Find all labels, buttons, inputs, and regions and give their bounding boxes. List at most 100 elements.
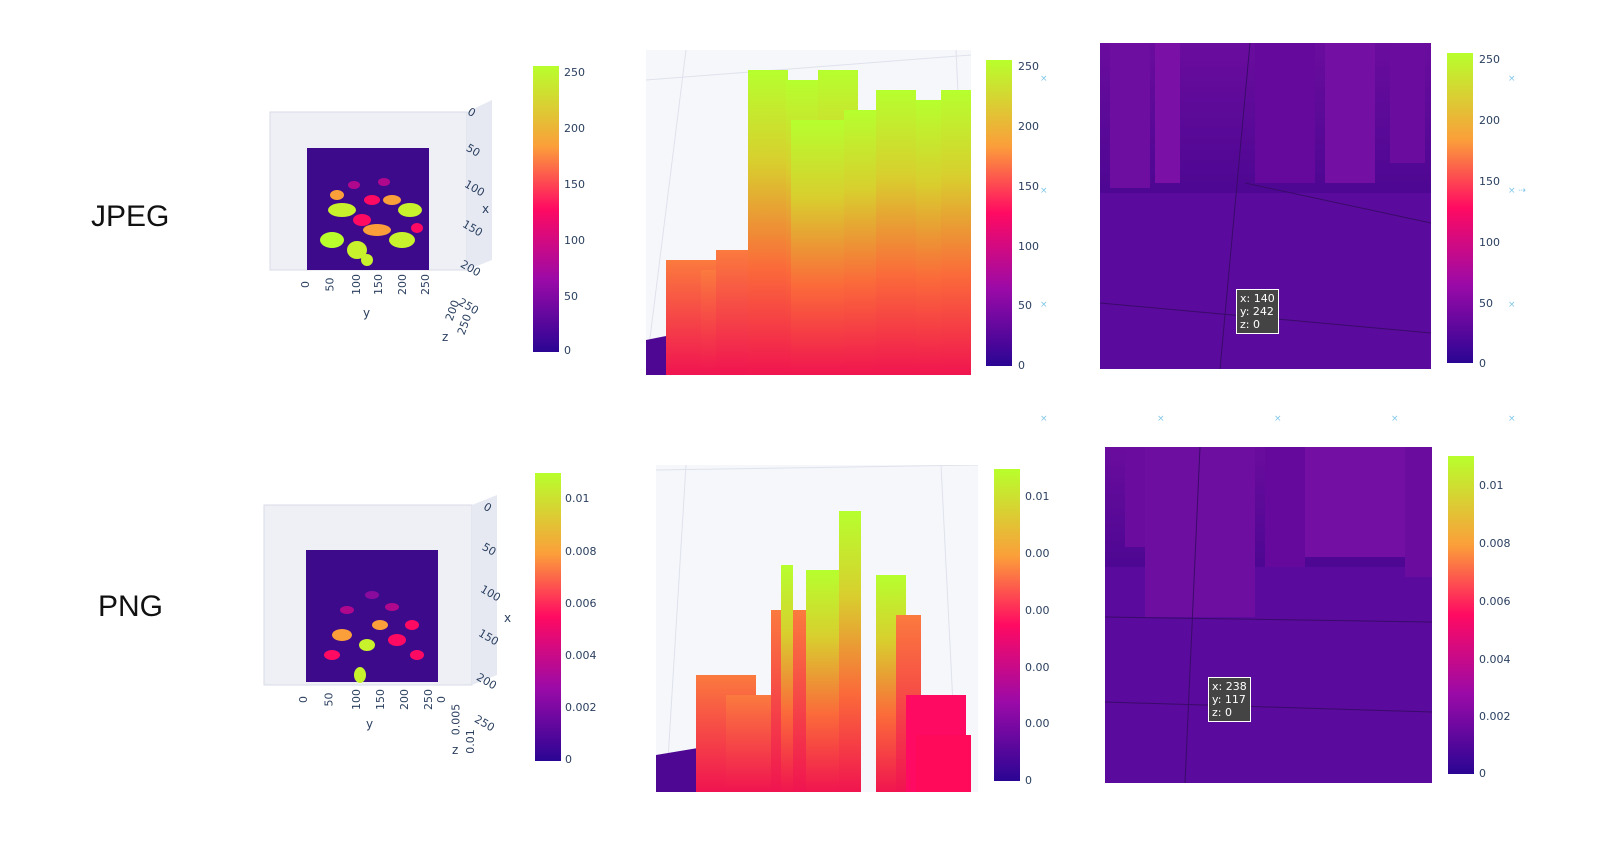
png-cb3-tick-2: 0.006 [1479, 595, 1511, 608]
jpeg-cb3-tick-0: 250 [1479, 53, 1500, 66]
png-overview-blobs [324, 591, 424, 683]
jpeg-cb2-tick-0: 250 [1018, 60, 1039, 73]
jpeg-hover-x: x: 140 [1240, 292, 1275, 305]
png-z-axis-title: z [452, 743, 459, 757]
png-cb3-tick-0: 0.01 [1479, 479, 1504, 492]
png-cb3-tick-5: 0 [1479, 767, 1486, 780]
jpeg-cb1-tick-0: 250 [564, 66, 585, 79]
jpeg-cb2-tick-4: 50 [1018, 299, 1032, 312]
jpeg-cb1-tick-1: 200 [564, 122, 585, 135]
jpeg-cb2-tick-1: 200 [1018, 120, 1039, 133]
close-icon[interactable]: × [1040, 186, 1048, 196]
close-icon[interactable]: × [1508, 300, 1516, 310]
jpeg-overview-plot [269, 100, 492, 271]
jpeg-y-tick-1: 50 [323, 277, 337, 292]
close-icon[interactable]: × [1157, 414, 1165, 424]
png-y-tick-2: 100 [350, 689, 363, 710]
png-z-tick-1: 0.005 [449, 703, 463, 736]
png-closeup-scene[interactable]: x: 238 y: 117 z: 0 [1105, 447, 1432, 783]
close-icon[interactable]: × [1040, 74, 1048, 84]
png-cb1-tick-5: 0 [565, 753, 572, 766]
jpeg-y-tick-5: 250 [419, 274, 432, 295]
png-hover-x: x: 238 [1212, 680, 1247, 693]
jpeg-cb3-tick-3: 100 [1479, 236, 1500, 249]
close-icon[interactable]: × [1508, 74, 1516, 84]
png-cb2-tick-5: 0 [1025, 774, 1032, 787]
png-y-axis-title: y [366, 717, 374, 731]
jpeg-z-axis-title: z [442, 330, 449, 344]
png-y-tick-4: 200 [398, 689, 411, 710]
png-overview-floor [306, 550, 438, 682]
png-cb2-tick-4: 0.00 [1025, 717, 1050, 730]
png-overview-colorbar [535, 473, 561, 761]
jpeg-closeup-walls [1110, 43, 1425, 188]
jpeg-cb3-tick-2: 150 [1479, 175, 1500, 188]
png-cb3-tick-3: 0.004 [1479, 653, 1511, 666]
png-zoom-plot [656, 465, 978, 792]
jpeg-cb1-tick-4: 50 [564, 290, 578, 303]
png-cb1-tick-2: 0.006 [565, 597, 597, 610]
jpeg-cb2-tick-5: 0 [1018, 359, 1025, 372]
jpeg-y-tick-2: 100 [350, 274, 363, 295]
jpeg-x-axis-title: x [482, 202, 490, 216]
png-hover-y: y: 117 [1212, 693, 1246, 706]
jpeg-zoom-scene[interactable] [646, 50, 971, 375]
png-zoom-pillars [696, 511, 971, 792]
jpeg-closeup-scene[interactable]: x: 140 y: 242 z: 0 [1100, 43, 1431, 369]
png-overview-plot [263, 495, 497, 686]
png-zoom-scene[interactable] [656, 465, 978, 792]
png-cb1-tick-3: 0.004 [565, 649, 597, 662]
jpeg-y-tick-0: 0 [299, 281, 312, 288]
png-overview-scene[interactable]: 0 50 100 150 200 250 y 0 50 100 150 200 … [262, 495, 522, 765]
jpeg-cb1-tick-2: 150 [564, 178, 585, 191]
png-cb3-tick-1: 0.008 [1479, 537, 1511, 550]
png-zoom-colorbar [994, 469, 1020, 781]
png-y-tick-5: 250 [422, 689, 435, 710]
png-z-tick-2: 0.01 [463, 729, 477, 754]
close-icon[interactable]: × [1508, 414, 1516, 424]
jpeg-y-axis-title: y [363, 306, 371, 320]
jpeg-overview-colorbar [533, 66, 559, 352]
jpeg-zoom-colorbar [986, 60, 1012, 366]
png-cb2-tick-2: 0.00 [1025, 604, 1050, 617]
close-icon[interactable]: × [1391, 414, 1399, 424]
png-y-tick-3: 150 [374, 689, 387, 710]
jpeg-closeup-colorbar [1447, 53, 1473, 363]
jpeg-hover-z: z: 0 [1240, 318, 1260, 331]
close-icon[interactable]: × [1040, 300, 1048, 310]
png-closeup-plot [1105, 447, 1432, 783]
png-cb1-tick-0: 0.01 [565, 492, 590, 505]
png-cb1-tick-1: 0.008 [565, 545, 597, 558]
png-z-tick-0: 0 [435, 696, 448, 703]
png-hover-z: z: 0 [1212, 706, 1232, 719]
jpeg-overview-blobs [320, 178, 423, 266]
close-icon[interactable]: × ⇢ [1508, 186, 1526, 196]
close-icon[interactable]: × [1274, 414, 1282, 424]
png-cb2-tick-1: 0.00 [1025, 547, 1050, 560]
jpeg-zoom-plot [646, 50, 971, 375]
png-cb2-tick-0: 0.01 [1025, 490, 1050, 503]
png-hover-tooltip: x: 238 y: 117 z: 0 [1208, 677, 1251, 722]
jpeg-cb3-tick-4: 50 [1479, 297, 1493, 310]
jpeg-y-tick-4: 200 [396, 274, 409, 295]
row-label-png: PNG [98, 590, 164, 623]
jpeg-cb1-tick-3: 100 [564, 234, 585, 247]
png-cb3-tick-4: 0.002 [1479, 710, 1511, 723]
jpeg-hover-y: y: 242 [1240, 305, 1274, 318]
png-x-axis-title: x [504, 611, 512, 625]
jpeg-cb2-tick-2: 150 [1018, 180, 1039, 193]
close-icon[interactable]: × [1040, 414, 1048, 424]
jpeg-cb1-tick-5: 0 [564, 344, 571, 357]
jpeg-closeup-plot [1100, 43, 1431, 369]
png-y-tick-1: 50 [322, 692, 336, 707]
jpeg-zoom-pillars [666, 70, 971, 375]
png-closeup-walls [1125, 447, 1432, 617]
jpeg-overview-scene[interactable]: 0 50 100 150 200 250 y 0 50 100 150 200 … [262, 100, 522, 350]
png-closeup-colorbar [1448, 456, 1474, 774]
png-y-tick-0: 0 [297, 696, 310, 703]
jpeg-cb2-tick-3: 100 [1018, 240, 1039, 253]
jpeg-cb3-tick-5: 0 [1479, 357, 1486, 370]
jpeg-y-tick-3: 150 [372, 274, 385, 295]
jpeg-hover-tooltip: x: 140 y: 242 z: 0 [1236, 289, 1279, 334]
row-label-jpeg: JPEG [91, 200, 170, 233]
